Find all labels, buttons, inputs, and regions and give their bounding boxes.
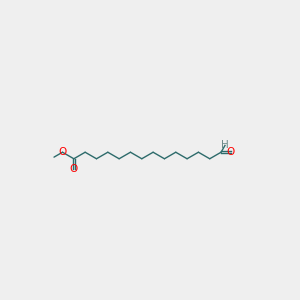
Text: O: O [58,147,67,157]
Text: H: H [221,140,229,150]
Text: O: O [227,147,235,157]
Text: O: O [70,164,78,174]
